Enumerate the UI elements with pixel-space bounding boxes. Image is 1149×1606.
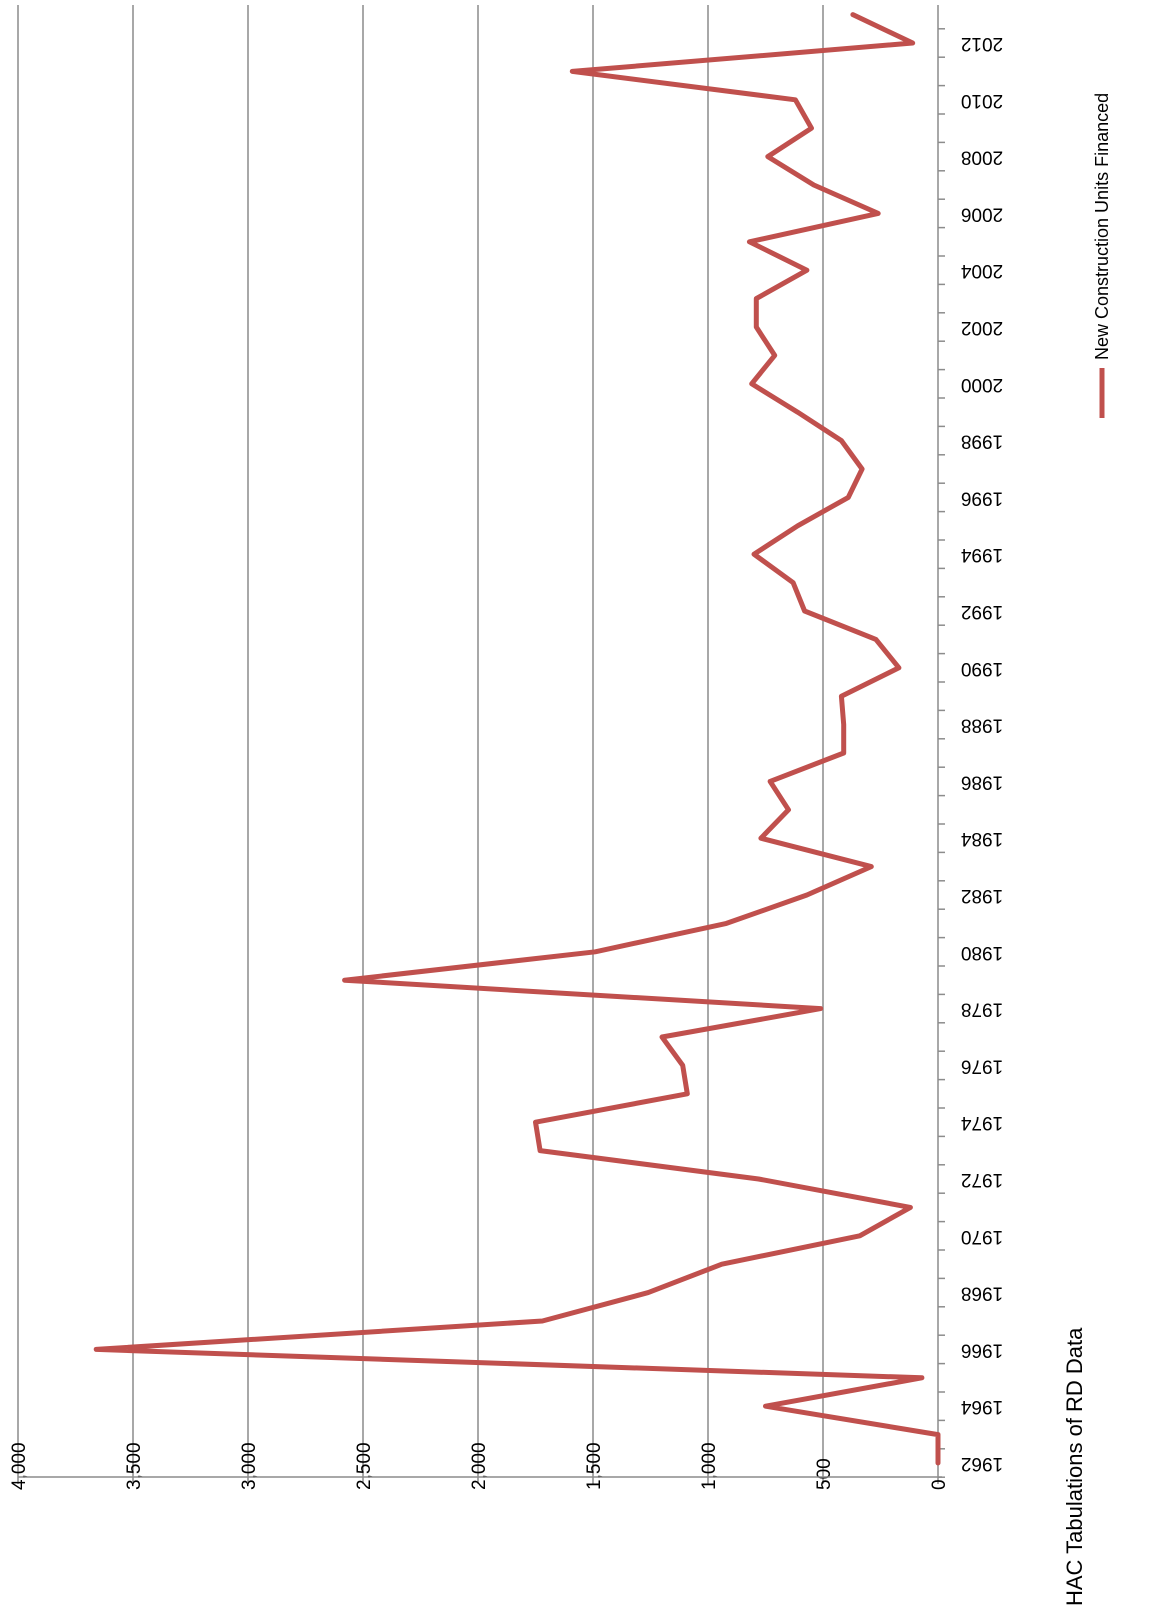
value-tick-label: 3,500 <box>124 1442 145 1490</box>
year-tick-label: 2002 <box>961 317 1003 338</box>
series-line <box>93 12 941 1466</box>
year-tick-label: 1996 <box>961 487 1003 508</box>
year-tick-label: 1970 <box>961 1226 1003 1247</box>
year-tick-label: 2006 <box>961 203 1003 224</box>
year-tick-label: 1974 <box>960 1112 1003 1133</box>
legend-label: New Construction Units Financed <box>1092 93 1112 360</box>
value-tick-label: 2,500 <box>354 1442 375 1490</box>
year-tick-label: 1992 <box>961 601 1003 622</box>
series-layer <box>93 12 941 1466</box>
year-axis: 1962 1964 1966 1968 1970 1972 1974 1976 1978 1980… <box>937 5 1003 1478</box>
value-tick-label: 0 <box>929 1479 950 1490</box>
year-tick-label: 1966 <box>961 1339 1003 1360</box>
year-tick-label: 1964 <box>960 1396 1003 1417</box>
year-tick-label: 1980 <box>961 942 1003 963</box>
value-tick-label: 1,000 <box>699 1442 720 1490</box>
year-tick-label: 1984 <box>960 828 1003 849</box>
year-tick-label: 1994 <box>960 544 1003 565</box>
year-tick-label: 1998 <box>961 431 1003 452</box>
year-tick-label: 1962 <box>961 1453 1003 1474</box>
value-tick-label: 3,000 <box>239 1442 260 1490</box>
value-axis: 0 500 1,000 1,500 2,000 2,500 3,000 3,500 4,000 <box>9 1442 950 1490</box>
value-tick-label: 500 <box>814 1458 835 1490</box>
year-tick-label: 2000 <box>961 374 1003 395</box>
chart-caption: HAC Tabulations of RD Data <box>1062 1327 1087 1606</box>
value-tick-label: 1,500 <box>584 1442 605 1490</box>
value-tick-label: 2,000 <box>469 1442 490 1490</box>
year-tick-label: 2008 <box>961 147 1003 168</box>
year-tick-label: 1982 <box>961 885 1003 906</box>
year-tick-label: 1972 <box>961 1169 1003 1190</box>
legend: New Construction Units Financed <box>1092 93 1112 418</box>
year-tick-label: 1988 <box>961 715 1003 736</box>
year-tick-label: 1968 <box>961 1283 1003 1304</box>
year-tick-label: 1976 <box>961 1055 1003 1076</box>
gridlines <box>17 5 824 1477</box>
value-tick-label: 4,000 <box>9 1442 30 1490</box>
year-tick-label: 2004 <box>960 260 1003 281</box>
year-tick-label: 1990 <box>961 658 1003 679</box>
year-tick-label: 2012 <box>961 33 1003 54</box>
year-tick-label: 1978 <box>961 999 1003 1020</box>
year-tick-label: 1986 <box>961 771 1003 792</box>
year-tick-label: 2010 <box>961 90 1003 111</box>
